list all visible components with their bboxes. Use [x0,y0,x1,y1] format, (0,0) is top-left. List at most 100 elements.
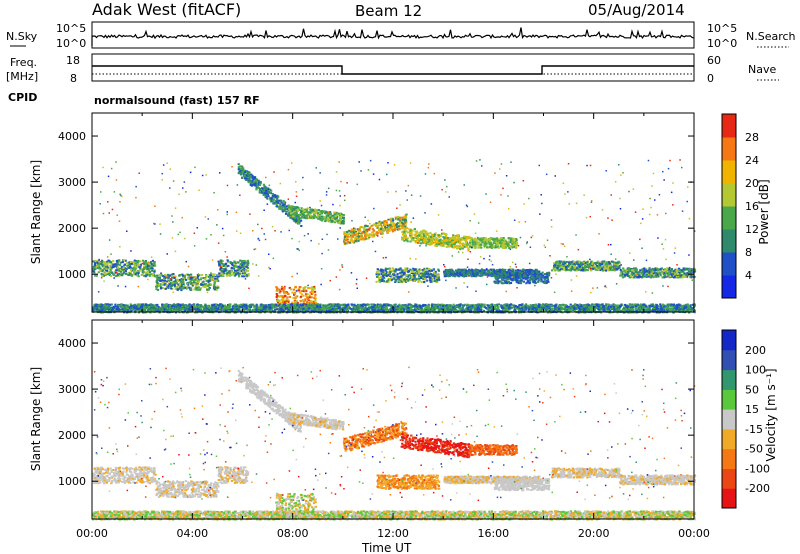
echo-cell [276,194,279,197]
echo-cell [371,235,374,238]
echo-cell [456,238,459,241]
echo-cell [581,268,584,271]
echo-cell [102,275,105,277]
echo-cell [249,179,252,182]
echo-cell [216,286,219,289]
echo-cell [353,231,356,234]
echo-cell [383,271,387,274]
echo-cell [424,278,427,281]
echo-cell [478,271,481,274]
echo-cell [325,211,328,214]
echo-cell [121,269,124,271]
echo-cell [621,270,624,273]
echo-cell [426,267,429,270]
echo-cell [239,265,242,267]
echo-cell [115,265,119,268]
echo-cell [107,261,110,264]
echo-cell [176,288,179,291]
echo-cell [324,219,327,222]
echo-cell [413,276,416,279]
echo-cell [137,275,140,278]
echo-cell [227,270,230,273]
echo-cell [508,272,511,274]
echo-cell [409,279,412,282]
echo-cell [189,277,192,280]
echo-cell [120,266,123,269]
echo-cell [197,286,200,289]
echo-cell [402,224,406,227]
echo-cell [133,268,136,271]
echo-cell [139,267,142,270]
echo-cell [591,263,594,265]
echo-cell [124,272,127,275]
echo-cell [237,265,240,268]
echo-cell [220,262,223,265]
echo-cell [231,261,234,264]
echo-cell [359,237,362,240]
echo-cell [611,269,615,271]
echo-cell [146,265,149,268]
echo-cell [302,286,305,289]
echo-cell [237,166,241,169]
echo-cell [171,282,174,285]
echo-cell [238,275,241,278]
echo-cell [390,217,393,220]
echo-cell [388,229,391,232]
echo-cell [403,236,406,239]
echo-cell [453,239,457,242]
echo-cell [142,259,145,262]
echo-cell [156,274,159,277]
echo-cell [168,283,171,286]
echo-cell [400,278,403,280]
echo-cell [246,171,249,174]
echo-cell [580,262,583,265]
echo-cell [143,262,146,265]
echo-cell [171,276,174,279]
echo-cell [222,268,225,271]
echo-cell [546,276,549,278]
echo-cell [243,172,246,175]
echo-cell [497,246,500,249]
echo-cell [319,218,322,221]
echo-cell [317,212,320,215]
echo-cell [232,267,235,270]
echo-cell [291,291,294,294]
echo-cell [182,279,185,282]
echo-cell [269,188,272,191]
echo-cell [225,266,228,269]
echo-cell [255,182,259,185]
nave-tick-bottom: 0 [707,72,714,85]
echo-cell [237,273,240,276]
echo-cell [276,299,279,302]
echo-cell [575,269,578,272]
echo-cell [553,268,556,271]
echo-cell [169,278,173,281]
echo-cell [276,198,279,201]
echo-cell [233,274,236,277]
echo-cell [196,283,199,286]
echo-cell [502,237,505,240]
echo-cell [377,222,380,225]
echo-cell [292,209,295,212]
echo-cell [306,301,309,304]
echo-cell [313,285,316,288]
echo-cell [389,271,392,273]
echo-cell [429,279,432,282]
echo-cell [331,220,334,223]
echo-cell [243,267,246,270]
echo-cell [321,215,324,218]
echo-cell [308,296,311,299]
echo-cell [102,268,105,270]
echo-cell [216,277,219,280]
echo-cell [283,209,286,212]
echo-cell [300,293,303,296]
echo-cell [517,276,520,279]
echo-cell [122,271,125,274]
echo-cell [667,274,670,276]
echo-cell [352,240,355,243]
echo-cell [127,272,130,275]
echo-cell [314,208,317,211]
echo-cell [254,183,257,186]
echo-cell [243,272,247,275]
echo-cell [597,268,600,271]
